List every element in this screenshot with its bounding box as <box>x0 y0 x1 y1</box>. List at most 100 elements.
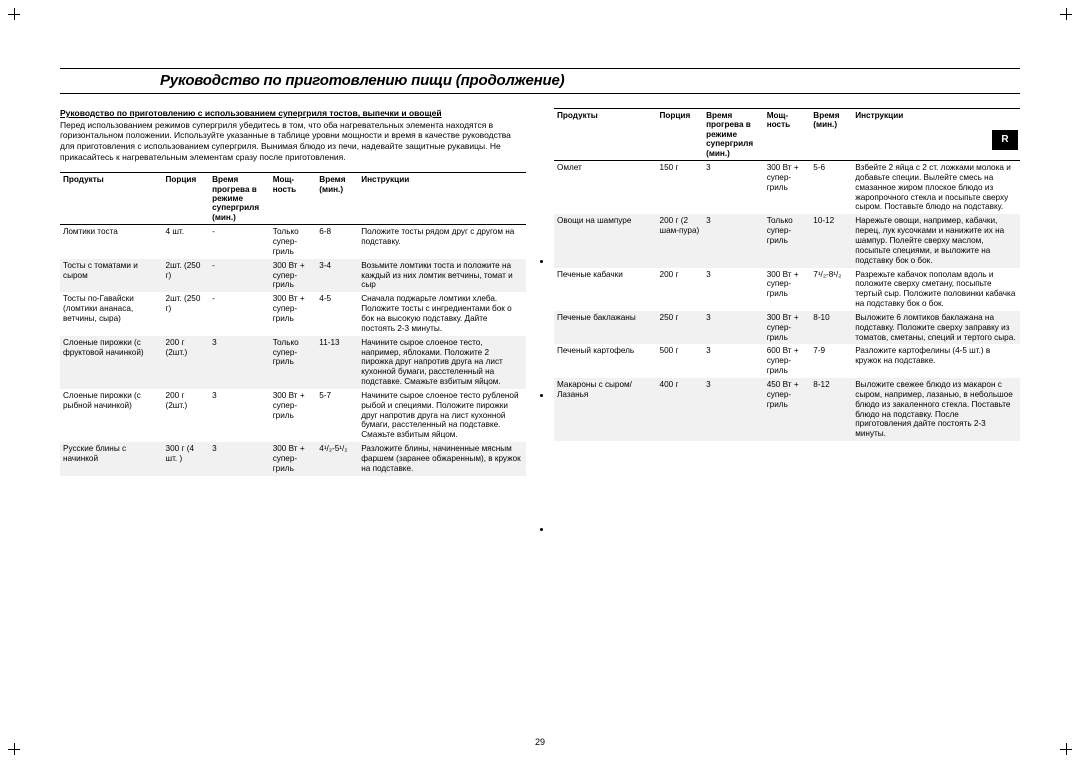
cell: Макароны с сыром/ Лазанья <box>554 378 657 441</box>
cell: Начините сырое слоеное тесто рубленой ры… <box>358 389 526 442</box>
cell: 3 <box>703 378 764 441</box>
cell: - <box>209 259 270 293</box>
table-row: Печеные кабачки200 г3300 Вт + супер-грил… <box>554 268 1020 311</box>
cell: 200 г (2 шам-пура) <box>657 214 704 267</box>
cell: Омлет <box>554 161 657 215</box>
cell: 400 г <box>657 378 704 441</box>
cell: 7¹/₂-8¹/₂ <box>810 268 852 311</box>
intro-heading: Руководство по приготовлению с использов… <box>60 108 526 119</box>
cell: Разложите блины, начиненные мясным фарше… <box>358 442 526 476</box>
cell: Слоеные пирожки (с фруктовой начинкой) <box>60 336 163 389</box>
cell: Печеные кабачки <box>554 268 657 311</box>
th-portion: Порция <box>163 173 210 225</box>
th-time: Время (мин.) <box>810 109 852 161</box>
cell: 3 <box>209 389 270 442</box>
cell: 3 <box>703 344 764 378</box>
th-preheat: Время прогрева в режиме супергриля (мин.… <box>703 109 764 161</box>
cooking-table-right: Продукты Порция Время прогрева в режиме … <box>554 108 1020 441</box>
table-row: Тосты с томатами и сыром2шт. (250 г)-300… <box>60 259 526 293</box>
cell: 3 <box>703 161 764 215</box>
cell: Выложите 6 ломтиков баклажана на подстав… <box>852 311 1020 345</box>
table-row: Овощи на шампуре200 г (2 шам-пура)3Тольк… <box>554 214 1020 267</box>
cell: 3-4 <box>316 259 358 293</box>
cell: 300 Вт + супер-гриль <box>270 259 317 293</box>
th-portion: Порция <box>657 109 704 161</box>
left-column: Руководство по приготовлению с использов… <box>60 108 526 476</box>
table-row: Печеные баклажаны250 г3300 Вт + супер-гр… <box>554 311 1020 345</box>
cell: Печеные баклажаны <box>554 311 657 345</box>
cell: Тосты по-Гавайски (ломтики ананаса, ветч… <box>60 292 163 335</box>
cell: Взбейте 2 яйца с 2 ст. ложками молока и … <box>852 161 1020 215</box>
page-title: Руководство по приготовлению пищи (продо… <box>60 72 1020 93</box>
cell: 5-7 <box>316 389 358 442</box>
cell: 250 г <box>657 311 704 345</box>
th-power: Мощ-ность <box>764 109 811 161</box>
cell: - <box>209 225 270 259</box>
th-preheat: Время прогрева в режиме супергриля (мин.… <box>209 173 270 225</box>
cell: 4-5 <box>316 292 358 335</box>
cell: Начините сырое слоеное тесто, например, … <box>358 336 526 389</box>
th-product: Продукты <box>554 109 657 161</box>
th-time: Время (мин.) <box>316 173 358 225</box>
table-row: Тосты по-Гавайски (ломтики ананаса, ветч… <box>60 292 526 335</box>
cell: 2шт. (250 г) <box>163 292 210 335</box>
cell: 11-13 <box>316 336 358 389</box>
cell: 6-8 <box>316 225 358 259</box>
table-row: Ломтики тоста4 шт.-Только супер-гриль6-8… <box>60 225 526 259</box>
intro-body: Перед использованием режимов супергриля … <box>60 120 526 163</box>
cell: Положите тосты рядом друг с другом на по… <box>358 225 526 259</box>
cell: Нарежьте овощи, например, кабачки, перец… <box>852 214 1020 267</box>
cell: 2шт. (250 г) <box>163 259 210 293</box>
cell: 5-6 <box>810 161 852 215</box>
cell: 200 г <box>657 268 704 311</box>
cell: 7-9 <box>810 344 852 378</box>
cell: 300 Вт + супер-гриль <box>764 311 811 345</box>
cell: Возьмите ломтики тоста и положите на каж… <box>358 259 526 293</box>
cell: Овощи на шампуре <box>554 214 657 267</box>
cell: Только супер-гриль <box>764 214 811 267</box>
cell: 200 г (2шт.) <box>163 389 210 442</box>
cell: 600 Вт + супер-гриль <box>764 344 811 378</box>
cell: 10-12 <box>810 214 852 267</box>
cell: Печеный картофель <box>554 344 657 378</box>
cell: Только супер-гриль <box>270 225 317 259</box>
cell: Разрежьте кабачок пополам вдоль и положи… <box>852 268 1020 311</box>
cell: 450 Вт + супер-гриль <box>764 378 811 441</box>
table-row: Печеный картофель500 г3600 Вт + супер-гр… <box>554 344 1020 378</box>
cell: 3 <box>703 214 764 267</box>
cell: 300 Вт + супер-гриль <box>764 268 811 311</box>
cell: 3 <box>703 268 764 311</box>
page-number: 29 <box>60 737 1020 747</box>
th-product: Продукты <box>60 173 163 225</box>
page-content: Руководство по приготовлению пищи (продо… <box>60 68 1020 723</box>
table-row: Омлет150 г3300 Вт + супер-гриль5-6Взбейт… <box>554 161 1020 215</box>
cell: 300 Вт + супер-гриль <box>764 161 811 215</box>
th-power: Мощ-ность <box>270 173 317 225</box>
table-row: Слоеные пирожки (с рыбной начинкой)200 г… <box>60 389 526 442</box>
cell: 300 Вт + супер-гриль <box>270 292 317 335</box>
cell: 300 Вт + супер-гриль <box>270 442 317 476</box>
cell: 4¹/₂-5¹/₂ <box>316 442 358 476</box>
cell: - <box>209 292 270 335</box>
table-row: Слоеные пирожки (с фруктовой начинкой)20… <box>60 336 526 389</box>
th-instr: Инструкции <box>358 173 526 225</box>
cell: 300 г (4 шт. ) <box>163 442 210 476</box>
cell: Только супер-гриль <box>270 336 317 389</box>
cell: Ломтики тоста <box>60 225 163 259</box>
cell: 200 г (2шт.) <box>163 336 210 389</box>
cell: 3 <box>209 336 270 389</box>
cell: 300 Вт + супер-гриль <box>270 389 317 442</box>
cell: Разложите картофелины (4-5 шт.) в кружок… <box>852 344 1020 378</box>
cell: Слоеные пирожки (с рыбной начинкой) <box>60 389 163 442</box>
cell: 150 г <box>657 161 704 215</box>
cooking-table-left: Продукты Порция Время прогрева в режиме … <box>60 172 526 476</box>
cell: Русские блины с начинкой <box>60 442 163 476</box>
cell: 4 шт. <box>163 225 210 259</box>
cell: 500 г <box>657 344 704 378</box>
table-row: Макароны с сыром/ Лазанья400 г3450 Вт + … <box>554 378 1020 441</box>
cell: 8-12 <box>810 378 852 441</box>
cell: 8-10 <box>810 311 852 345</box>
table-row: Русские блины с начинкой300 г (4 шт. )33… <box>60 442 526 476</box>
cell: Выложите свежее блюдо из макарон с сыром… <box>852 378 1020 441</box>
cell: 3 <box>209 442 270 476</box>
